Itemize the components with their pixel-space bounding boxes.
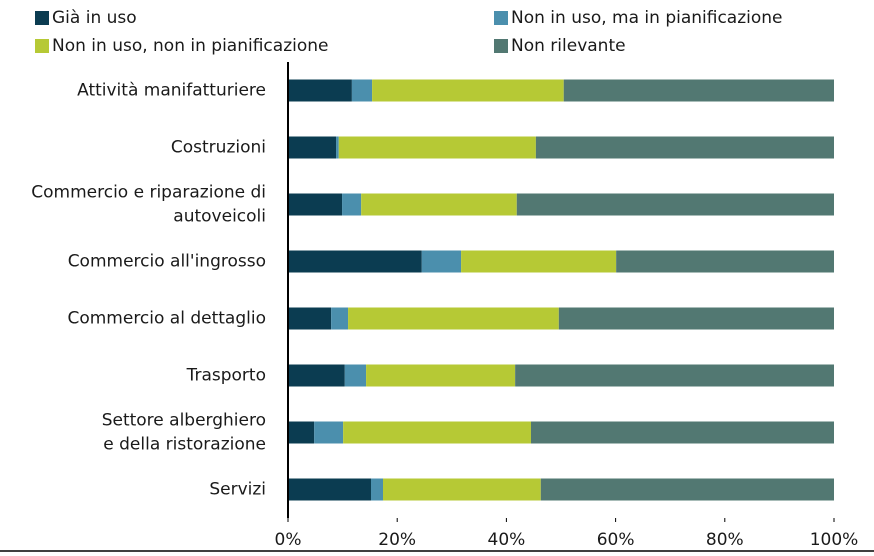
bar-segment	[344, 364, 367, 387]
bar-segment	[314, 421, 344, 444]
bar-segment	[366, 364, 516, 387]
bar-segment	[288, 364, 345, 387]
bar-segment	[351, 79, 373, 102]
bar-segment	[558, 307, 834, 330]
bar-segment	[336, 136, 339, 159]
bar-segment	[515, 364, 834, 387]
y-tick-label: Trasporto	[186, 366, 266, 386]
bar-segment	[288, 307, 332, 330]
y-tick-label: autoveicoli	[173, 207, 266, 227]
y-tick-label: Commercio all'ingrosso	[68, 252, 266, 272]
x-tick-label: 80%	[706, 530, 744, 550]
y-tick-label: Commercio al dettaglio	[67, 309, 266, 329]
bar-segment	[343, 421, 531, 444]
bar-segment	[348, 307, 559, 330]
bar-segment	[361, 193, 517, 216]
bar-segment	[530, 421, 834, 444]
x-tick-label: 100%	[810, 530, 859, 550]
y-tick-label: Costruzioni	[171, 138, 266, 158]
bar-segment	[288, 250, 422, 273]
legend-swatch	[35, 11, 49, 25]
x-tick-label: 20%	[378, 530, 416, 550]
bar-segment	[288, 79, 352, 102]
legend-label: Non in uso, non in pianificazione	[52, 36, 328, 56]
x-tick-label: 0%	[275, 530, 302, 550]
y-tick-label: Settore alberghiero	[102, 411, 266, 431]
bar-segment	[331, 307, 349, 330]
legend-swatch	[494, 39, 508, 53]
bar-segment	[288, 193, 343, 216]
legend-label: Non in uso, ma in pianificazione	[511, 8, 783, 28]
bar-segment	[383, 478, 541, 501]
bar-segment	[535, 136, 834, 159]
y-tick-label: Commercio e riparazione di	[31, 183, 266, 203]
legend-label: Già in uso	[52, 8, 137, 28]
legend-swatch	[494, 11, 508, 25]
x-tick-label: 60%	[597, 530, 635, 550]
bar-segment	[288, 421, 315, 444]
bar-segment	[563, 79, 834, 102]
bar-segment	[421, 250, 462, 273]
bar-segment	[342, 193, 362, 216]
y-tick-label: e della ristorazione	[103, 435, 266, 455]
legend-label: Non rilevante	[511, 36, 626, 56]
y-tick-label: Attività manifatturiere	[77, 81, 266, 101]
bar-segment	[540, 478, 834, 501]
bar-segment	[461, 250, 617, 273]
y-tick-label: Servizi	[209, 480, 266, 500]
x-tick-label: 40%	[488, 530, 526, 550]
bar-segment	[338, 136, 536, 159]
bar-segment	[372, 79, 564, 102]
legend-swatch	[35, 39, 49, 53]
bar-segment	[288, 478, 371, 501]
bar-segment	[516, 193, 834, 216]
bar-segment	[370, 478, 384, 501]
bar-segment	[288, 136, 337, 159]
bar-segment	[616, 250, 834, 273]
